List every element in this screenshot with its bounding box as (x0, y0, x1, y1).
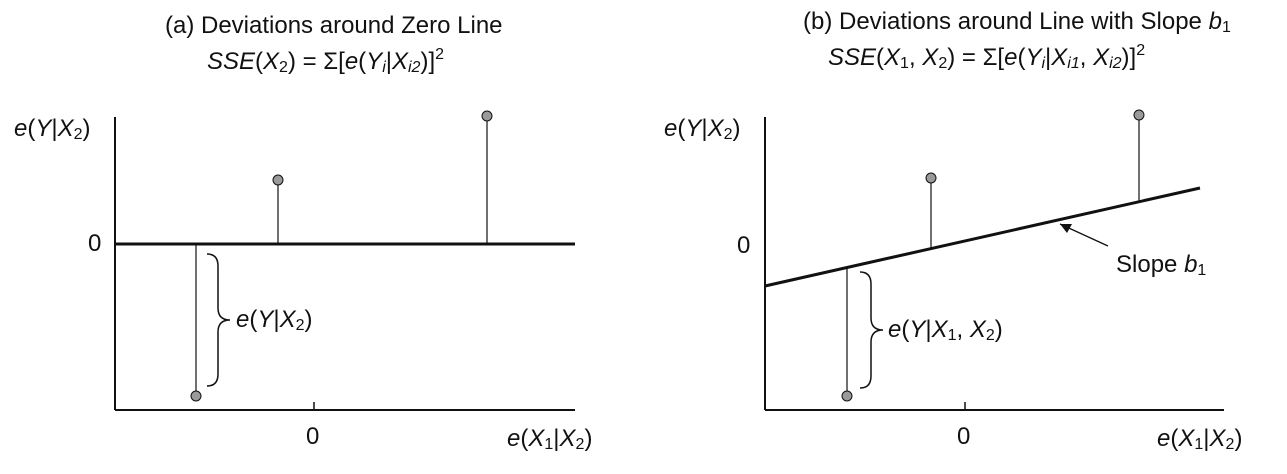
panel-b-y-axis-label: e(Y|X2) (664, 115, 741, 143)
panel-a-x-tick-label: 0 (306, 423, 320, 450)
panel-b-brace (859, 271, 884, 389)
panel-b-brace-label: e(Y|X1, X2) (888, 316, 1003, 344)
panel-b-point-2 (925, 172, 937, 184)
panel-a-formula: SSE(X2) = Σ[e(Yi|Xi2)]2 (207, 46, 445, 76)
panel-b-point-3 (1133, 109, 1145, 121)
panel-b-x-axis-label: e(X1|X2) (1157, 425, 1243, 453)
panel-b-x-tick-label: 0 (957, 423, 971, 450)
panel-a-x-axis-label: e(X1|X2) (507, 425, 593, 453)
panel-a: (a) Deviations around Zero Line SSE(X2) … (0, 0, 640, 474)
panel-b: (b) Deviations around Line with Slope b1… (640, 0, 1287, 474)
panel-b-slope-label: Slope b1 (1116, 251, 1207, 279)
panel-b-fitted-line (764, 186, 1201, 288)
panel-b-point-1 (841, 390, 853, 402)
panel-b-y-tick-label: 0 (737, 232, 751, 259)
panel-b-plot (764, 109, 1224, 411)
panel-b-title: (b) Deviations around Line with Slope b1 (803, 8, 1231, 36)
panel-a-y-axis-label: e(Y|X2) (14, 115, 91, 143)
panel-a-brace-label: e(Y|X2) (236, 306, 313, 334)
panel-a-point-3 (481, 110, 493, 122)
panel-b-slope-arrowhead (1060, 224, 1072, 233)
panel-a-point-1 (190, 390, 202, 402)
panel-a-y-tick-label: 0 (88, 230, 102, 257)
panel-a-plot (114, 110, 575, 411)
panel-b-formula: SSE(X1, X2) = Σ[e(Yi|Xi1, Xi2)]2 (828, 42, 1146, 72)
panel-a-title: (a) Deviations around Zero Line (165, 12, 503, 39)
panel-a-point-2 (272, 174, 284, 186)
panel-a-brace (206, 253, 231, 387)
